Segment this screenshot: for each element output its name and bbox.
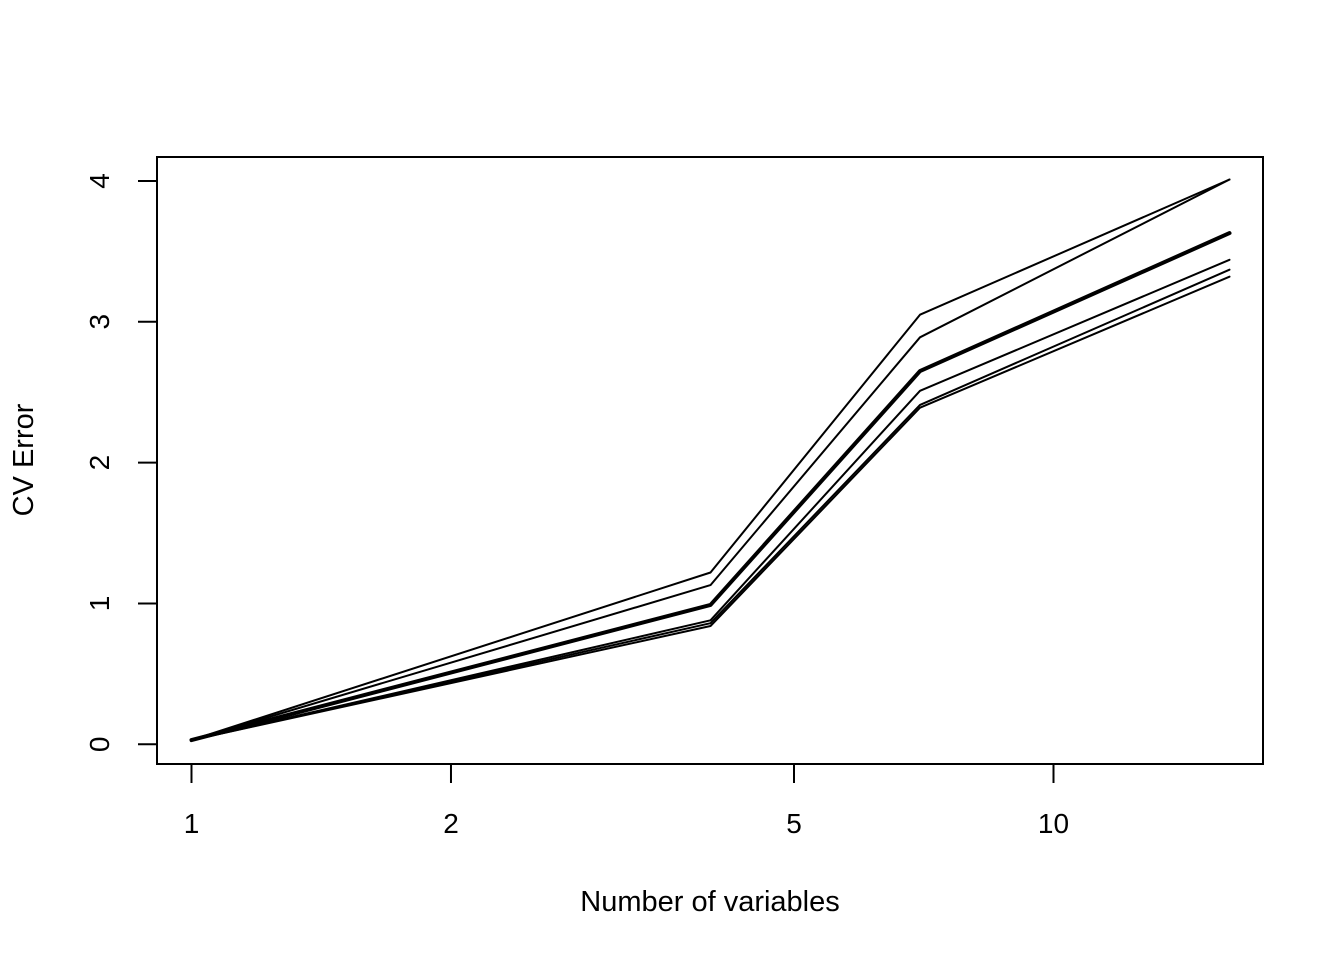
series-line-cv-5 [190,275,1231,742]
y-tick-label-2: 2 [84,455,115,471]
y-tick-label-4: 4 [84,173,115,189]
series-line-cv-mean [189,231,1232,743]
x-axis: 1 2 5 10 [184,763,1069,839]
series-line-cv-4 [190,268,1231,742]
y-axis-title: CV Error [8,403,40,516]
y-axis: 0 1 2 3 4 [84,173,158,752]
x-axis-title: Number of variables [580,886,840,918]
series-lines [189,178,1232,743]
x-tick-label-2: 2 [443,808,459,839]
x-tick-label-1: 1 [184,808,200,839]
y-tick-label-1: 1 [84,596,115,612]
series-line-cv-3 [190,258,1231,742]
y-tick-label-3: 3 [84,314,115,330]
x-tick-label-5: 5 [786,808,802,839]
series-line-cv-2 [190,178,1231,742]
x-tick-label-10: 10 [1038,808,1069,839]
series-line-cv-1 [190,178,1231,742]
y-tick-label-0: 0 [84,736,115,752]
